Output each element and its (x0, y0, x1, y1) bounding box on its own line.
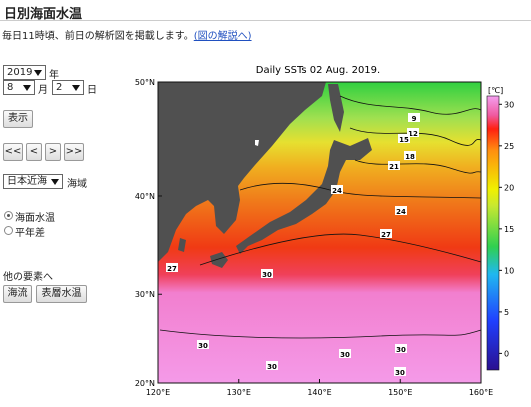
land (158, 82, 372, 268)
map-title: Daily SSTs 02 Aug. 2019. (256, 65, 380, 76)
contour-label-box (166, 263, 178, 272)
contour-label: 21 (389, 163, 399, 171)
contour-label-box (380, 229, 392, 238)
year-unit: 年 (49, 70, 59, 81)
y-tick-label: 50°N (135, 78, 155, 87)
contour-label: 30 (198, 342, 208, 350)
contour-label: 30 (262, 271, 272, 279)
show-button[interactable]: 表示 (3, 110, 33, 128)
colorbar-unit: [℃] (488, 86, 503, 95)
colorbar-tick-label: 5 (504, 308, 509, 317)
y-tick-label: 20°N (135, 379, 155, 388)
day-unit: 日 (87, 85, 97, 96)
colorbar-tick-label: 30 (504, 100, 514, 109)
area-select[interactable]: 日本近海 (3, 174, 63, 189)
contour-label-box (395, 206, 407, 215)
notice-text: 毎日11時頃、前日の解析図を掲載します。 (2, 31, 194, 42)
contour-label: 27 (381, 231, 391, 239)
radio[interactable] (4, 211, 13, 220)
contour-label-box (261, 269, 273, 278)
x-tick-label: 150°E (388, 388, 412, 397)
other-heading: 他の要素へ (3, 272, 53, 283)
radio[interactable] (4, 226, 13, 235)
nav-button[interactable]: >> (64, 143, 84, 161)
colorbar (486, 95, 500, 371)
colorbar-tick-label: 15 (504, 225, 514, 234)
contour-label-box (266, 361, 278, 370)
contour-label: 27 (167, 265, 177, 273)
month-select[interactable]: 8 (3, 80, 35, 95)
x-tick-label: 160°E (469, 388, 493, 397)
y-tick-label: 40°N (135, 192, 155, 201)
subsurface-button[interactable]: 表層水温 (36, 285, 87, 303)
contour-label-box (331, 185, 343, 194)
day-select[interactable]: 2 (52, 80, 84, 95)
nav-button[interactable]: < (26, 143, 42, 161)
contour-label-box (388, 161, 400, 170)
contour-label: 12 (408, 130, 418, 138)
contour-label: 30 (395, 369, 405, 377)
nav-button[interactable]: > (45, 143, 61, 161)
contour-label-box (408, 113, 420, 122)
contour-label-box (398, 134, 410, 143)
colorbar-tick-label: 25 (504, 142, 514, 151)
contour-label-box (404, 151, 416, 160)
guide-link[interactable]: (図の解説へ) (193, 31, 252, 42)
contour-label: 18 (405, 153, 415, 161)
year-select[interactable]: 2019 (3, 65, 46, 80)
contour-label-box (407, 128, 419, 137)
radio-label: 平年差 (15, 228, 45, 239)
x-tick-label: 120°E (146, 388, 170, 397)
header-bar (0, 0, 531, 21)
contour-label: 30 (396, 346, 406, 354)
contour-label: 9 (412, 115, 417, 123)
y-tick-label: 30°N (135, 290, 155, 299)
contour-label: 30 (267, 363, 277, 371)
radio-label: 海面水温 (15, 213, 55, 224)
contour-label-box (197, 340, 209, 349)
notice: 毎日11時頃、前日の解析図を掲載します。(図の解説へ) (2, 27, 252, 42)
x-tick-label: 130°E (227, 388, 251, 397)
colorbar-tick-label: 10 (504, 266, 514, 275)
contour-label-box (394, 367, 406, 376)
contour-label: 30 (340, 351, 350, 359)
colorbar-tick-label: 20 (504, 183, 514, 192)
contour-label: 24 (332, 187, 342, 195)
contour-label: 24 (396, 208, 406, 216)
colorbar-tick-label: 0 (504, 349, 509, 358)
current-button[interactable]: 海流 (3, 285, 32, 303)
contour-label-box (395, 344, 407, 353)
month-unit: 月 (38, 85, 48, 96)
page-title: 日別海面水温 (4, 7, 83, 22)
nav-button[interactable]: << (3, 143, 23, 161)
contour-label: 15 (399, 136, 409, 144)
x-tick-label: 140°E (307, 388, 331, 397)
area-unit: 海域 (67, 179, 87, 190)
contour-label-box (339, 349, 351, 358)
